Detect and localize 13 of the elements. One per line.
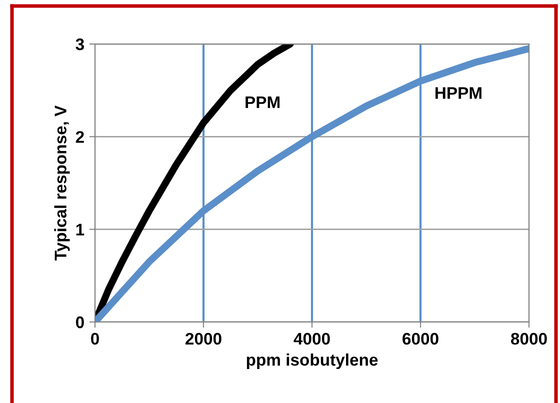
x-tick-label: 8000	[510, 332, 547, 345]
x-axis-title: ppm isobutylene	[246, 354, 378, 370]
series-label: HPPM	[436, 87, 482, 99]
y-tick-label: 0	[76, 316, 84, 328]
x-tick-label: 2000	[186, 332, 222, 345]
x-tick-label: 0	[91, 332, 99, 345]
y-axis-title: Typical response, V	[54, 105, 70, 260]
y-tick-label: 3	[76, 38, 84, 50]
y-tick-label: 2	[76, 131, 84, 143]
x-tick-label: 4000	[294, 332, 330, 345]
series-label: PPM	[246, 96, 280, 108]
x-tick-label: 6000	[402, 332, 438, 345]
y-tick-label: 1	[76, 224, 84, 236]
